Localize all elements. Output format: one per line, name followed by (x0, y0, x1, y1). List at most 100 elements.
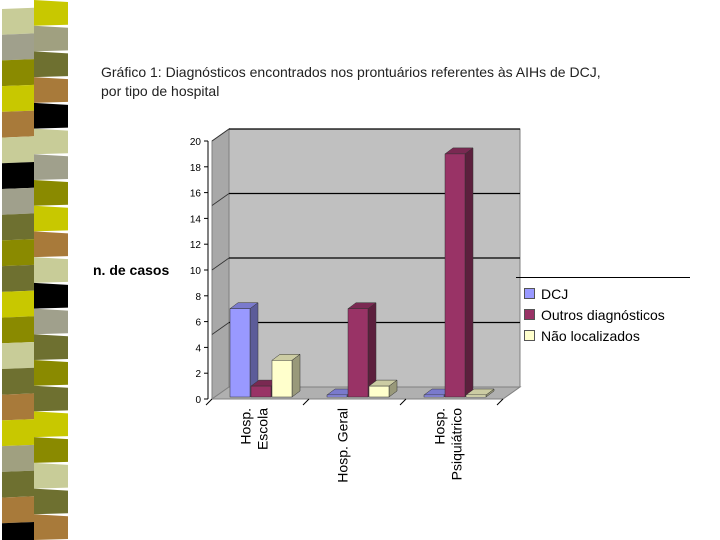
bar-front (423, 394, 445, 398)
decorative-stripe (2, 0, 68, 540)
y-tick-label: 18 (190, 163, 202, 174)
x-category-label-line2: Psiquiátrico (449, 408, 465, 481)
stripe-left-block (2, 136, 34, 164)
stripe-left-block (2, 522, 34, 540)
stripe-right-block (34, 282, 68, 309)
x-tick-mark (205, 398, 213, 406)
legend-swatch-dcj (524, 288, 535, 299)
chart-caption: Gráfico 1: Diagnósticos encontrados nos … (101, 63, 701, 101)
stripe-right-block (34, 514, 68, 540)
bar (368, 379, 398, 398)
x-tick-mark (302, 398, 310, 406)
stripe-left-block (2, 367, 34, 395)
stripe-left-block (2, 59, 34, 87)
stripe-left-block (2, 187, 34, 215)
stripe-left-block (2, 444, 34, 472)
bar-front (465, 394, 487, 398)
x-category-label: Hosp. Geral (335, 408, 351, 483)
bar-front (444, 153, 466, 398)
stripe-left-block (2, 239, 34, 267)
gridline-side (211, 193, 230, 206)
y-tick-label: 16 (190, 189, 202, 200)
stripe-left-block (2, 290, 34, 318)
legend-item-nao-localizados: Não localizados (516, 325, 690, 346)
bar-side (291, 353, 301, 398)
stripe-right-block (34, 25, 68, 52)
y-tick-label: 2 (195, 369, 201, 380)
stripe-right-block (34, 360, 68, 386)
legend-swatch-outros (524, 309, 535, 320)
legend-label-outros: Outros diagnósticos (541, 306, 665, 323)
legend-label-dcj: DCJ (541, 285, 569, 302)
stripe-left-block (2, 496, 34, 524)
stripe-right-block (34, 77, 68, 103)
y-tick-label: 8 (195, 292, 201, 303)
legend-label-nao-localizados: Não localizados (541, 327, 640, 344)
stripe-left-block (2, 264, 34, 292)
bar-front (368, 385, 390, 398)
stripe-right-block (34, 411, 68, 438)
stripe-right-block (34, 102, 68, 129)
gridline-side (211, 128, 230, 142)
stripe-right-block (34, 488, 68, 515)
stripe-left-block (2, 213, 34, 241)
bar-front (326, 394, 348, 398)
stripe-right-block (34, 154, 68, 180)
y-tick-label: 4 (195, 343, 201, 354)
y-tick-label: 12 (190, 240, 202, 251)
stripe-right-block (34, 462, 68, 489)
stripe-right-block (34, 180, 68, 206)
bar-front (347, 308, 369, 398)
stripe-left-block (2, 84, 34, 112)
bar-front (271, 360, 293, 398)
x-tick-mark (496, 398, 504, 406)
stripe-right-block (34, 308, 68, 335)
stripe-right-block (34, 128, 68, 155)
stripe-left-block (2, 162, 34, 189)
x-tick-mark (399, 398, 407, 406)
stripe-right-block (34, 51, 68, 78)
legend: DCJ Outros diagnósticos Não localizados (516, 277, 690, 346)
stripe-left-block (2, 316, 34, 344)
legend-swatch-nao-localizados (524, 330, 535, 341)
y-tick-label: 20 (190, 137, 202, 148)
y-tick-label: 6 (195, 318, 201, 329)
stripe-left-block (2, 470, 34, 498)
y-tick-label: 14 (190, 214, 202, 225)
gridline-side (211, 257, 230, 271)
gridline-side (211, 322, 230, 335)
stripe-left-block (2, 33, 34, 61)
legend-item-outros: Outros diagnósticos (516, 304, 690, 325)
x-category-label: Hosp.Escola (238, 408, 271, 450)
stripe-left-block (2, 393, 34, 421)
x-category-label-line1: Hosp. (432, 408, 448, 445)
bar-front (250, 385, 272, 398)
legend-item-dcj: DCJ (516, 283, 690, 304)
x-category-label: Hosp.Psiquiátrico (432, 408, 465, 481)
stripe-right-block (34, 0, 68, 26)
bar (444, 147, 474, 398)
y-tick-label: 10 (190, 266, 202, 277)
bar (271, 353, 301, 398)
stripe-right-block (34, 334, 68, 360)
bar-front (229, 308, 251, 398)
stripe-left-block (2, 7, 34, 35)
caption-line-2: por tipo de hospital (101, 83, 220, 99)
bar (229, 302, 259, 398)
stripe-right-block (34, 205, 68, 232)
stripe-right-block (34, 437, 68, 463)
stripe-right-block (34, 257, 68, 283)
y-tick-label: 0 (195, 395, 201, 406)
x-category-label-line2: Escola (255, 408, 271, 450)
bar (465, 388, 495, 398)
bar (347, 302, 377, 398)
stripe-left-block (2, 110, 34, 138)
bar-side (464, 147, 474, 398)
y-axis-label: n. de casos (93, 262, 170, 278)
stripe-right-block (34, 231, 68, 258)
stripe-left-block (2, 342, 34, 369)
stripe-left-block (2, 419, 34, 447)
x-category-label-line1: Hosp. Geral (335, 408, 351, 483)
stripe-right-block (34, 385, 68, 412)
